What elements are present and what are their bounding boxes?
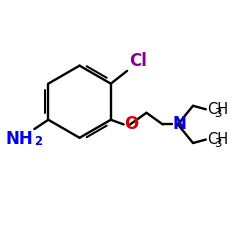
Text: CH: CH — [207, 102, 228, 117]
Text: CH: CH — [207, 132, 228, 147]
Text: O: O — [124, 116, 139, 134]
Text: Cl: Cl — [129, 52, 147, 70]
Text: 2: 2 — [34, 135, 42, 148]
Text: 3: 3 — [214, 137, 222, 150]
Text: NH: NH — [6, 130, 33, 148]
Text: N: N — [173, 116, 187, 134]
Text: 3: 3 — [214, 106, 222, 120]
